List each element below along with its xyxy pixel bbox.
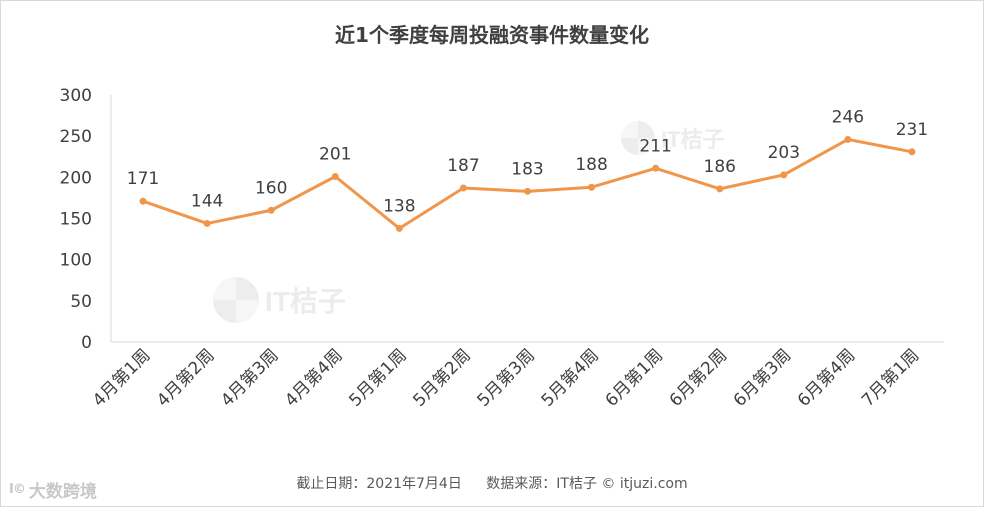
data-point	[203, 219, 211, 227]
x-tick-label: 4月第4周	[281, 345, 347, 411]
data-point	[780, 171, 788, 179]
data-point	[459, 184, 467, 192]
y-tick-label: 50	[70, 292, 92, 312]
y-tick-label: 150	[60, 210, 92, 230]
data-label: 203	[768, 143, 800, 163]
brand-mark-icon: I©	[9, 482, 26, 497]
data-label: 211	[639, 136, 671, 156]
x-tick-label: 7月第1周	[858, 345, 924, 411]
data-point	[908, 148, 916, 156]
data-label: 183	[511, 159, 543, 179]
data-point	[652, 164, 660, 172]
data-label: 186	[704, 157, 736, 177]
x-tick-label: 6月第2周	[666, 345, 732, 411]
x-tick-label: 6月第1周	[602, 345, 668, 411]
data-point	[267, 206, 275, 214]
x-tick-label: 4月第2周	[153, 345, 219, 411]
cutoff-date: 截止日期：2021年7月4日	[296, 476, 462, 492]
data-point	[524, 187, 531, 195]
data-point	[395, 224, 403, 232]
x-tick-label: 6月第3周	[730, 345, 796, 411]
x-tick-label: 4月第1周	[89, 345, 155, 411]
data-point	[139, 197, 147, 205]
data-label: 231	[896, 120, 928, 140]
data-label: 246	[832, 107, 864, 127]
x-tick-label: 5月第4周	[538, 345, 604, 411]
data-label: 188	[575, 155, 607, 175]
data-point	[716, 185, 724, 193]
brand-name: 大数跨境	[28, 482, 97, 502]
x-tick-label: 5月第1周	[345, 345, 411, 411]
data-label: 171	[127, 169, 159, 189]
y-tick-label: 100	[60, 251, 92, 271]
x-tick-label: 5月第2周	[409, 345, 475, 411]
y-tick-label: 300	[60, 86, 92, 106]
y-tick-label: 250	[60, 127, 92, 147]
data-label: 160	[255, 178, 287, 198]
chart-footer: 截止日期：2021年7月4日 数据来源：IT桔子 © itjuzi.com	[1, 473, 983, 493]
data-point	[844, 135, 852, 143]
data-label: 144	[191, 191, 223, 211]
chart-title: 近1个季度每周投融资事件数量变化	[335, 23, 649, 47]
data-label: 138	[383, 196, 415, 216]
x-tick-label: 5月第3周	[474, 345, 540, 411]
y-tick-label: 0	[81, 333, 92, 353]
data-label: 187	[447, 156, 479, 176]
data-label: 201	[319, 145, 351, 165]
x-tick-label: 6月第4周	[794, 345, 860, 411]
data-point	[588, 183, 596, 191]
brand-logo: I© 大数跨境	[9, 477, 97, 502]
data-point	[331, 173, 339, 181]
x-tick-label: 4月第3周	[217, 345, 283, 411]
data-source: 数据来源：IT桔子 © itjuzi.com	[486, 476, 688, 492]
y-tick-label: 200	[60, 168, 92, 188]
